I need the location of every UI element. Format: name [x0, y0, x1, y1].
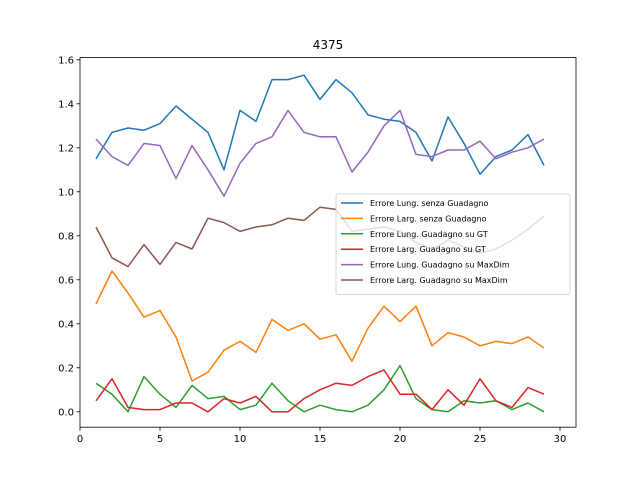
- x-tick-label: 15: [314, 434, 327, 445]
- y-tick-label: 0.6: [58, 275, 74, 286]
- x-axis: 0 5 10 15 20 25 30: [77, 427, 567, 445]
- y-tick-label: 0.0: [58, 407, 74, 418]
- y-tick-label: 1.0: [58, 187, 74, 198]
- legend-label: Errore Larg. senza Guadagno: [370, 214, 487, 223]
- series-line: [95, 270, 545, 382]
- x-tick-label: 10: [234, 434, 247, 445]
- legend-box: [335, 193, 571, 295]
- series-line: [95, 369, 545, 413]
- y-axis: 0.0 0.2 0.4 0.6 0.8 1.0 1.2 1.4 1.6: [58, 55, 80, 418]
- legend-label: Errore Lung. senza Guadagno: [370, 199, 489, 208]
- x-tick-label: 20: [394, 434, 407, 445]
- x-tick-label: 30: [554, 434, 567, 445]
- x-tick-label: 5: [157, 434, 163, 445]
- y-tick-label: 1.6: [58, 55, 74, 66]
- y-tick-label: 0.4: [58, 319, 74, 330]
- legend: Errore Lung. senza Guadagno Errore Larg. …: [335, 193, 571, 295]
- y-tick-label: 1.2: [58, 143, 74, 154]
- legend-label: Errore Larg. Guadagno su GT: [370, 245, 486, 254]
- legend-label: Errore Lung. Guadagno su MaxDim: [370, 261, 510, 270]
- y-tick-label: 0.8: [58, 231, 74, 242]
- y-tick-label: 0.2: [58, 363, 74, 374]
- x-tick-label: 0: [77, 434, 83, 445]
- y-tick-label: 1.4: [58, 99, 74, 110]
- series-line: [95, 109, 545, 197]
- chart-title: 4375: [313, 38, 344, 52]
- legend-label: Errore Lung. Guadagno su GT: [370, 230, 488, 239]
- x-tick-label: 25: [474, 434, 487, 445]
- axes-frame: [79, 57, 577, 428]
- legend-label: Errore Larg. Guadagno su MaxDim: [370, 276, 508, 285]
- series-line: [95, 364, 545, 413]
- series-line: [95, 74, 545, 175]
